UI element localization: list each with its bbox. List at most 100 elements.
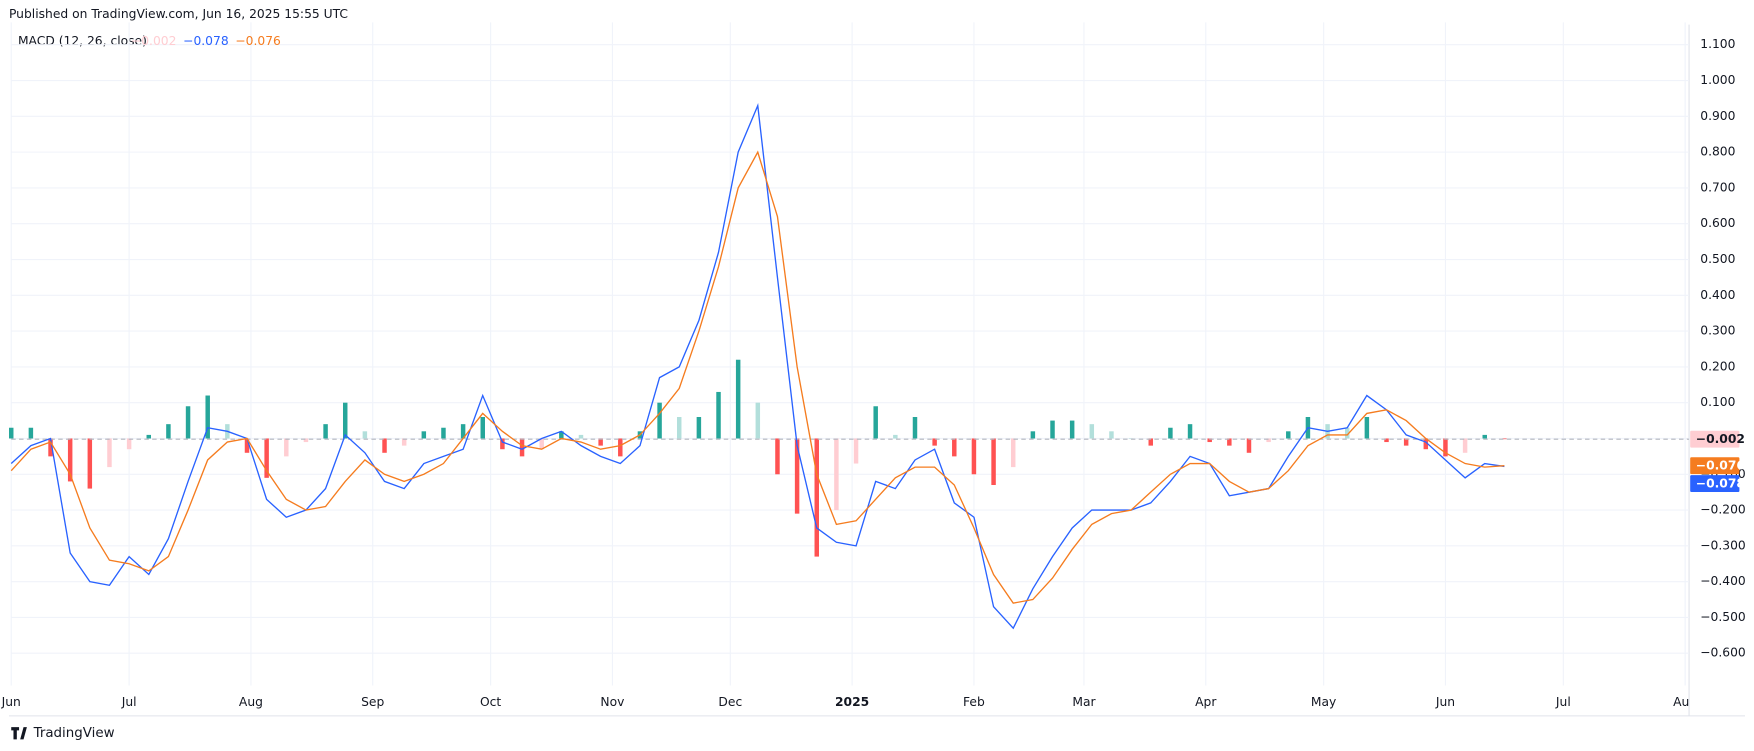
y-tick-label: −0.200 [1700, 503, 1746, 517]
histogram-bar [1089, 424, 1095, 439]
histogram-bar [284, 438, 289, 457]
histogram-bar [794, 438, 800, 514]
x-tick-label: 2025 [835, 695, 869, 709]
histogram-bar [126, 438, 132, 450]
histogram-bar [1109, 431, 1114, 439]
histogram-bar [991, 438, 996, 486]
price-badge-label: −0.076 [1696, 459, 1745, 473]
histogram-bar [146, 434, 152, 439]
histogram-bar [1423, 438, 1429, 450]
histogram-bar [1443, 438, 1448, 457]
histogram-bar [834, 438, 839, 511]
histogram-bar [1010, 438, 1016, 468]
histogram-bar [28, 427, 34, 439]
histogram-bar [421, 431, 427, 439]
histogram-bar [1286, 431, 1291, 439]
histogram-bar [539, 438, 544, 450]
histogram-bar [1246, 438, 1252, 453]
histogram-bar [244, 438, 250, 453]
histogram-bar [1227, 438, 1232, 446]
histogram-bar [48, 438, 53, 457]
x-tick-label: Jun [1, 695, 21, 709]
price-badge [1690, 475, 1740, 492]
histogram-bar [519, 438, 525, 457]
histogram-bar [853, 438, 859, 464]
histogram-bar [657, 402, 662, 439]
price-badge [1690, 430, 1740, 448]
legend-value: −0.002 [131, 34, 177, 48]
price-badge [1690, 457, 1740, 475]
histogram-bar [8, 427, 14, 439]
histogram-bar [460, 424, 466, 439]
legend-value: −0.076 [235, 34, 281, 48]
logo [11, 727, 27, 740]
histogram-bar [185, 406, 191, 439]
y-tick-label: 0.500 [1700, 252, 1735, 266]
x-tick-label: Dec [718, 695, 742, 709]
histogram-bar [1384, 438, 1389, 443]
histogram-bar [342, 402, 348, 439]
x-tick-label: Nov [600, 695, 624, 709]
x-tick-label: May [1311, 695, 1336, 709]
published-note: Published on TradingView.com, Jun 16, 20… [9, 7, 348, 21]
histogram-bar [952, 438, 957, 457]
histogram-bar [893, 434, 898, 439]
footer-brand: TradingView [33, 726, 115, 741]
plot: Jun Jul Aug Sep Oct Nov Dec 2025 Feb Mar Apr May Jun… [1, 22, 1697, 709]
histogram-bar [1030, 431, 1036, 439]
x-tick-label: Mar [1072, 695, 1096, 709]
histogram-bar [735, 359, 741, 439]
histogram-bar [1187, 424, 1193, 439]
histogram-bar [676, 416, 682, 439]
histogram-bar [1168, 427, 1173, 439]
y-tick-label: −0.500 [1700, 610, 1746, 624]
histogram-bar [578, 434, 584, 439]
y-tick-label: 0.400 [1700, 288, 1735, 302]
histogram-bar [932, 438, 937, 446]
histogram-bar [303, 438, 309, 443]
y-tick-label: 1.100 [1700, 37, 1735, 51]
histogram-bar [912, 416, 918, 439]
histogram-bar [1344, 427, 1350, 439]
y-tick-label: −0.300 [1700, 538, 1746, 552]
histogram-bar [67, 438, 73, 482]
x-tick-label: Sep [361, 695, 384, 709]
y-tick-label: 0.700 [1700, 180, 1735, 194]
histogram-bar [401, 438, 407, 446]
x-tick-label: Apr [1195, 695, 1217, 709]
histogram-bar [775, 438, 780, 475]
histogram-bar [1207, 438, 1212, 443]
histogram-bar [598, 438, 603, 446]
histogram-bar [971, 438, 977, 475]
x-tick-label: Aug [1673, 695, 1697, 709]
indicator-title: MACD (12, 26, close) [18, 34, 147, 48]
price-badge-label: −0.002 [1696, 432, 1745, 446]
x-tick-label: Jul [121, 695, 137, 709]
histogram-bar [362, 431, 368, 439]
histogram-bar [264, 438, 269, 478]
histogram-bar [1148, 438, 1153, 446]
histogram-bar [382, 438, 387, 453]
histogram-bar [1403, 438, 1409, 446]
x-tick-label: Feb [963, 695, 985, 709]
histogram-bar [755, 402, 761, 439]
histogram-bar [1266, 438, 1271, 443]
histogram-bar [1364, 416, 1370, 439]
x-tick-label: Oct [480, 695, 501, 709]
histogram-bar [107, 438, 112, 468]
histogram-bar [559, 431, 564, 439]
histogram-bar [500, 438, 505, 450]
x-tick-label: Jun [1435, 695, 1455, 709]
y-tick-label: 0.100 [1700, 395, 1735, 409]
histogram-bar [716, 391, 721, 439]
histogram-bar [87, 438, 93, 489]
x-tick-label: Aug [239, 695, 263, 709]
y-tick-label: 0.800 [1700, 145, 1735, 159]
y-tick-label: 0.300 [1700, 324, 1735, 338]
histogram-bar [166, 424, 171, 439]
histogram-bar [205, 395, 210, 439]
y-tick-label: 0.200 [1700, 359, 1735, 373]
y-tick-label: 1.000 [1700, 73, 1735, 87]
y-tick-label: 0.900 [1700, 109, 1735, 123]
